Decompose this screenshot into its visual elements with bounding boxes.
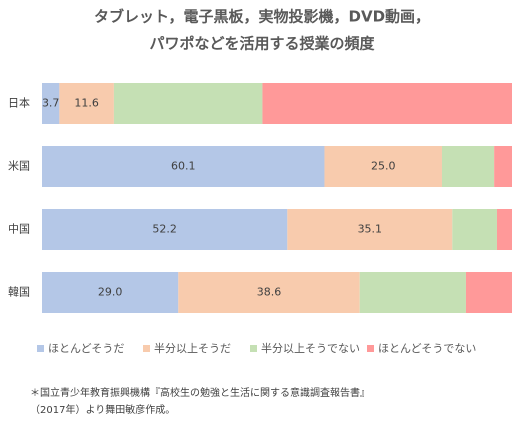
- legend-label: 半分以上そうでない: [261, 341, 360, 355]
- legend-swatch: [37, 345, 44, 352]
- bar-segment: [178, 272, 360, 313]
- bar-segment: [262, 83, 512, 124]
- y-tick-label: 米国: [8, 160, 30, 173]
- bar-segment: [42, 83, 60, 124]
- bar-segment: [324, 146, 442, 187]
- bar-segment: [59, 83, 114, 124]
- data-label: 11.6: [74, 97, 99, 110]
- bar-segment: [452, 209, 497, 250]
- y-tick-label: 日本: [8, 96, 30, 110]
- chart-title: タブレット，電子黒板，実物投影機，DVD動画，: [94, 8, 430, 26]
- legend-label: ほとんどそうだ: [48, 342, 124, 355]
- data-label: 38.6: [257, 286, 282, 299]
- legend-label: ほとんどそうでない: [378, 342, 476, 355]
- data-label: 25.0: [371, 160, 396, 173]
- bar-segment: [42, 272, 179, 313]
- bar-segment: [359, 272, 466, 313]
- bar-segment: [465, 272, 512, 313]
- data-label: 3.7: [42, 97, 60, 110]
- legend-swatch: [143, 345, 150, 352]
- bar-segment: [42, 146, 325, 187]
- data-label: 35.1: [358, 223, 383, 236]
- bar-segment: [287, 209, 453, 250]
- bar-segment: [494, 146, 512, 187]
- chart-title: パワポなどを活用する授業の頻度: [149, 35, 375, 53]
- bar-segment: [42, 209, 288, 250]
- data-label: 52.2: [152, 223, 177, 236]
- data-label: 29.0: [98, 286, 123, 299]
- bar-segment: [441, 146, 495, 187]
- note: （2017年）より舞田敏彦作成。: [30, 403, 175, 416]
- y-tick-label: 中国: [8, 223, 30, 236]
- note: ＊国立青少年教育振興機構『高校生の勉強と生活に関する意識調査報告書』: [30, 386, 370, 399]
- data-label: 60.1: [171, 160, 196, 173]
- bar-segment: [496, 209, 512, 250]
- y-tick-label: 韓国: [8, 286, 30, 299]
- bar-segment: [113, 83, 263, 124]
- legend-swatch: [250, 345, 257, 352]
- legend-label: 半分以上そうだ: [154, 341, 231, 355]
- legend-swatch: [367, 345, 374, 352]
